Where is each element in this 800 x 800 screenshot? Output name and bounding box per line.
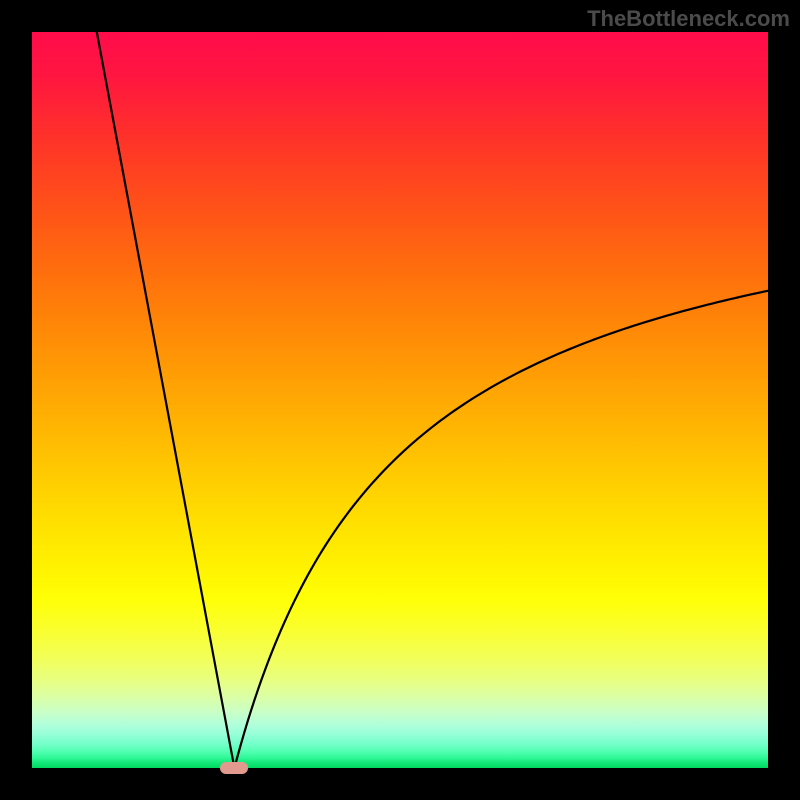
chart-container: TheBottleneck.com [0,0,800,800]
watermark-text: TheBottleneck.com [587,6,790,32]
curve-layer [32,32,768,768]
plot-area [32,32,768,768]
bottleneck-curve [97,32,768,768]
vertex-marker [220,762,248,774]
